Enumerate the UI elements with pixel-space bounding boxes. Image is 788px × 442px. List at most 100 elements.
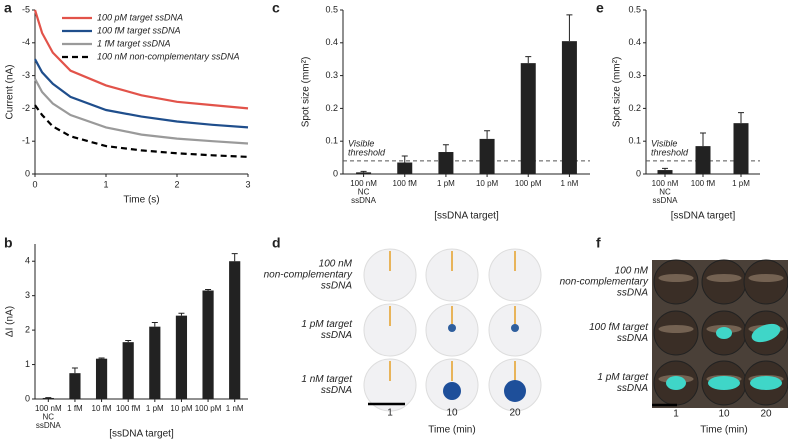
- column-label: 1: [387, 408, 393, 419]
- legend-label: 100 pM target ssDNA: [97, 12, 183, 22]
- threshold-label: Visible: [651, 138, 677, 148]
- column-label: 20: [509, 408, 521, 419]
- x-tick-label: 1 nM: [561, 179, 579, 188]
- row-label: non-complementary: [264, 270, 353, 281]
- y-tick-label: 1: [25, 359, 30, 369]
- x-axis-label: [ssDNA target]: [434, 211, 499, 222]
- bar: [69, 373, 81, 399]
- y-axis-label: Spot size (mm²): [301, 57, 312, 128]
- bar: [95, 358, 108, 399]
- error-bar: [484, 130, 491, 139]
- x-tick-label: 1: [103, 179, 108, 189]
- bar: [733, 123, 749, 174]
- threshold-label: Visible: [348, 138, 374, 148]
- series-line: [33, 9, 249, 110]
- panel-label: f: [596, 235, 601, 251]
- legend-label: 1 fM target ssDNA: [97, 38, 171, 48]
- y-tick-label: 0.3: [628, 70, 641, 80]
- row-label: ssDNA: [321, 330, 352, 341]
- photo-spot: [504, 380, 526, 402]
- photo-spot: [448, 324, 456, 332]
- series-line: [34, 104, 249, 158]
- row-label: 1 nM target: [301, 374, 353, 385]
- row-label: ssDNA: [617, 383, 648, 394]
- y-tick-label: 0: [25, 393, 30, 403]
- photo-spot: [443, 382, 461, 400]
- photo-well: [363, 303, 417, 357]
- y-tick-label: -2: [22, 103, 30, 113]
- row-label: 1 pM target: [597, 372, 649, 383]
- column-label: 10: [718, 409, 730, 420]
- y-tick-label: 0.2: [628, 103, 641, 113]
- x-tick-label: 2: [174, 179, 179, 189]
- column-label: 10: [446, 408, 458, 419]
- bar: [229, 261, 241, 399]
- bar: [175, 315, 188, 399]
- photo-glare: [658, 325, 694, 333]
- series-line: [34, 78, 249, 145]
- error-bar: [442, 144, 449, 153]
- x-tick-label: 1 pM: [437, 179, 455, 188]
- y-tick-label: 0: [636, 168, 641, 178]
- x-tick-label: 10 fM: [92, 404, 112, 413]
- bar: [202, 290, 214, 399]
- photo-well: [425, 248, 479, 302]
- x-tick-label: ssDNA: [36, 421, 62, 430]
- error-bar: [700, 132, 706, 147]
- column-label: 1: [673, 409, 679, 420]
- x-axis-label: Time (min): [700, 425, 747, 436]
- photo-glare: [706, 274, 742, 282]
- y-axis-label: ΔI (nA): [5, 306, 16, 337]
- row-label: 100 nM: [319, 259, 353, 270]
- x-tick-label: 0: [32, 179, 37, 189]
- x-tick-label: 10 pM: [476, 179, 499, 188]
- error-bar: [662, 167, 668, 171]
- bar: [356, 172, 372, 174]
- bar: [520, 63, 536, 174]
- y-tick-label: 4: [25, 256, 30, 266]
- y-tick-label: 2: [25, 324, 30, 334]
- bar: [397, 162, 413, 174]
- panel-label: a: [4, 0, 12, 16]
- bar: [149, 326, 161, 399]
- bar: [657, 170, 673, 174]
- y-tick-label: -4: [22, 37, 30, 47]
- row-label: 100 fM target: [589, 322, 649, 333]
- series-line: [34, 58, 249, 129]
- row-label: 1 pM target: [301, 319, 353, 330]
- x-tick-label: 100 pM: [515, 179, 542, 188]
- x-axis-label: Time (s): [123, 195, 159, 206]
- y-tick-label: 0.5: [325, 4, 338, 14]
- threshold-label: threshold: [651, 147, 689, 157]
- panel-label: c: [272, 0, 280, 16]
- error-bar: [231, 253, 238, 262]
- bar: [695, 146, 711, 174]
- error-bar: [125, 339, 132, 343]
- photo-spot: [708, 376, 740, 390]
- panel-label: e: [596, 0, 604, 16]
- photo-well: [488, 248, 542, 302]
- legend-label: 100 fM target ssDNA: [97, 25, 181, 35]
- row-label: 100 nM: [615, 266, 649, 277]
- error-bar: [98, 357, 105, 359]
- panel-label: d: [272, 235, 281, 251]
- row-label: ssDNA: [617, 288, 648, 299]
- photo-glare: [658, 274, 694, 282]
- panel-label: b: [4, 235, 13, 251]
- row-label: ssDNA: [617, 333, 648, 344]
- error-bar: [360, 170, 367, 173]
- photo-glare: [748, 274, 784, 282]
- y-tick-label: 0: [25, 168, 30, 178]
- x-tick-label: NC: [659, 188, 671, 197]
- photo-spot: [666, 376, 686, 390]
- x-tick-label: NC: [43, 413, 55, 422]
- error-bar: [566, 14, 573, 42]
- error-bar: [525, 56, 532, 64]
- y-tick-label: 0.3: [325, 70, 338, 80]
- legend-label: 100 nM non-complementary ssDNA: [97, 51, 240, 61]
- x-tick-label: 1 fM: [67, 404, 83, 413]
- y-tick-label: 3: [25, 290, 30, 300]
- x-tick-label: 100 pM: [195, 404, 222, 413]
- column-label: 20: [760, 409, 772, 420]
- y-tick-label: 0.1: [628, 136, 641, 146]
